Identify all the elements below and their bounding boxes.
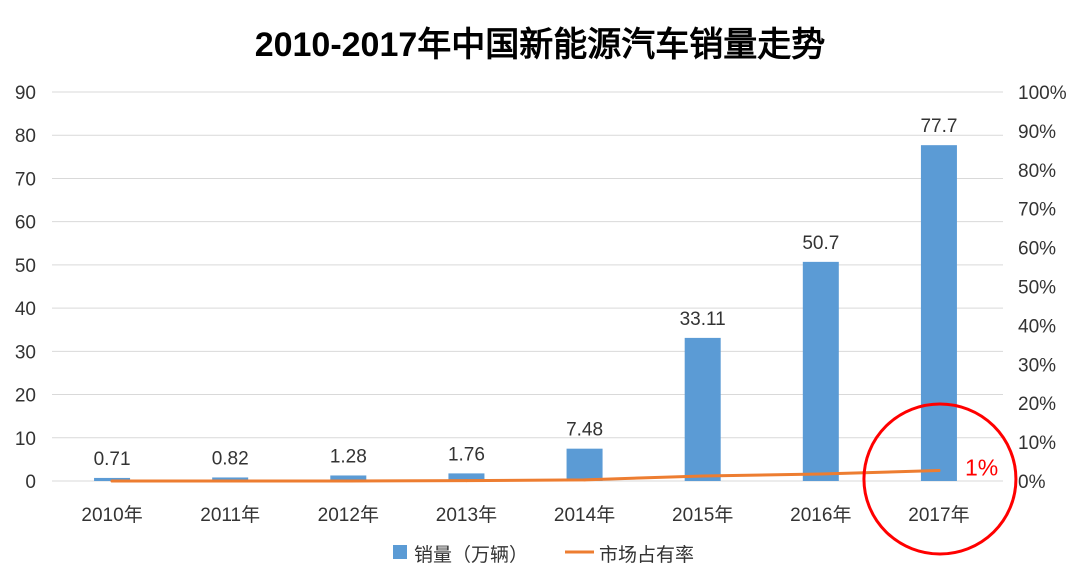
y-tick-label: 80: [15, 126, 36, 147]
annotation-circle: [862, 402, 1018, 556]
x-tick-label: 2013年: [436, 504, 497, 526]
legend: 销量（万辆） 市场占有率: [393, 544, 694, 566]
line-point: [464, 479, 468, 483]
data-label: 50.7: [802, 233, 839, 254]
y-tick-label: 20: [15, 386, 36, 407]
bar: [448, 473, 485, 481]
y2-tick-label: 100%: [1018, 83, 1067, 104]
x-tick-label: 2015年: [672, 504, 733, 526]
y-tick-label: 10: [15, 429, 36, 450]
bar: [566, 448, 603, 481]
bar-series-sales: [94, 145, 957, 481]
y2-tick-label: 10%: [1018, 433, 1056, 454]
y2-tick-label: 80%: [1018, 161, 1056, 182]
line-point: [228, 479, 232, 483]
line-point: [583, 478, 587, 482]
series-line: [110, 468, 941, 483]
bar: [212, 477, 249, 481]
y2-tick-label: 20%: [1018, 394, 1056, 415]
legend-swatch-sales: [393, 545, 407, 559]
legend-item-sales: 销量（万辆）: [393, 544, 528, 566]
legend-label-sales: 销量（万辆）: [414, 544, 528, 566]
bar: [684, 337, 721, 481]
x-tick-label: 2011年: [200, 504, 260, 526]
line-point: [701, 474, 705, 478]
chart-title: 2010-2017年中国新能源汽车销量走势: [255, 26, 826, 64]
annotations: 1%: [862, 402, 1018, 556]
line-point: [346, 479, 350, 483]
y-tick-label: 70: [15, 169, 36, 190]
line-series-market-share: [110, 468, 941, 483]
left-axis-labels: 0 10 20 30 40 50 60 70 80 90: [15, 83, 36, 493]
data-label: 1.76: [448, 444, 485, 465]
data-label: 1.28: [330, 446, 367, 467]
data-label: 0.82: [212, 448, 249, 469]
category-axis-labels: 2010年 2011年 2012年 2013年 2014年 2015年 2016年 2017年: [81, 504, 969, 526]
y-tick-label: 30: [15, 342, 36, 363]
y-tick-label: 50: [15, 256, 36, 277]
y2-tick-label: 90%: [1018, 122, 1056, 143]
bar: [94, 477, 131, 481]
bar: [920, 145, 957, 481]
bar: [802, 261, 839, 481]
y-tick-label: 90: [15, 83, 36, 104]
right-axis-labels: 0% 10% 20% 30% 40% 50% 60% 70% 80% 90% 100%: [1018, 83, 1067, 493]
y2-tick-label: 70%: [1018, 200, 1056, 221]
y2-tick-label: 40%: [1018, 316, 1056, 337]
annotation-label: 1%: [965, 454, 998, 480]
data-label: 7.48: [566, 420, 603, 441]
line-point: [110, 479, 114, 483]
bar: [330, 475, 367, 481]
legend-label-market-share: 市场占有率: [599, 544, 694, 566]
line-point: [819, 472, 823, 476]
y2-tick-label: 0%: [1018, 472, 1046, 493]
data-label: 0.71: [94, 449, 131, 470]
line-point: [937, 468, 941, 472]
y2-tick-label: 30%: [1018, 355, 1056, 376]
y2-tick-label: 50%: [1018, 278, 1056, 299]
x-tick-label: 2017年: [908, 504, 969, 526]
x-tick-label: 2016年: [790, 504, 851, 526]
y2-tick-label: 60%: [1018, 239, 1056, 260]
y-tick-label: 60: [15, 213, 36, 234]
y-tick-label: 40: [15, 299, 36, 320]
x-tick-label: 2010年: [81, 504, 142, 526]
data-labels: 0.71 0.82 1.28 1.76 7.48 33.11 50.7 77.7: [94, 116, 958, 470]
data-label: 77.7: [920, 116, 957, 137]
x-tick-label: 2012年: [318, 504, 379, 526]
legend-item-market-share: 市场占有率: [565, 544, 694, 566]
y-tick-label: 0: [25, 472, 36, 493]
gridlines: [52, 91, 1003, 482]
x-tick-label: 2014年: [554, 504, 615, 526]
data-label: 33.11: [680, 309, 726, 330]
